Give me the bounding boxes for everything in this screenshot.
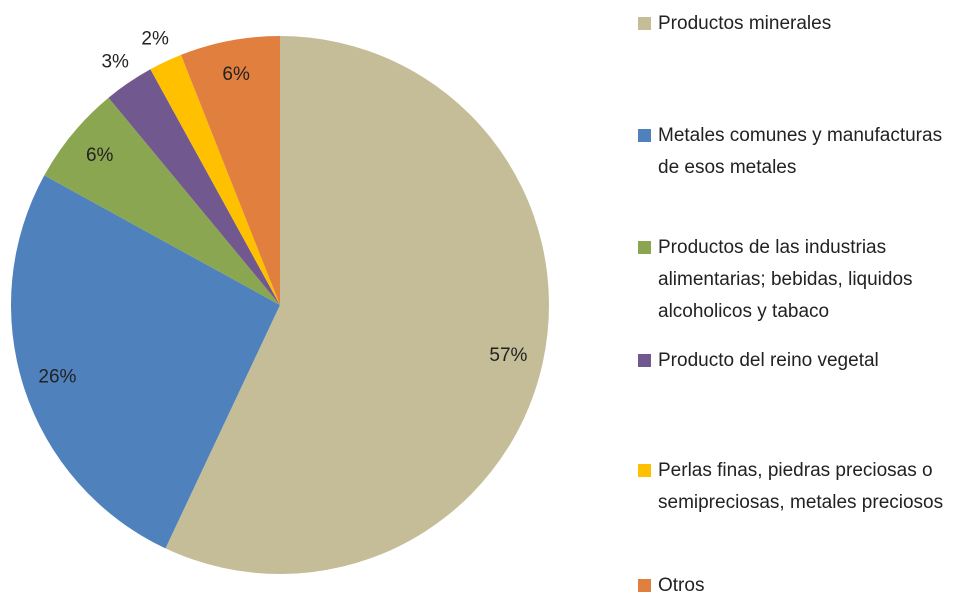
legend-label: Productos minerales <box>658 13 832 34</box>
legend-swatch <box>638 464 651 477</box>
pie-slice <box>10 175 280 549</box>
slice-label: 26% <box>38 366 76 387</box>
pie-slice <box>165 36 549 574</box>
legend-swatch <box>638 579 651 592</box>
pie-chart: 57% 26% 6% 3% 2% 6% <box>10 29 549 574</box>
pie-slice <box>150 54 280 306</box>
pie-slice <box>180 36 280 305</box>
legend-swatch <box>638 241 651 254</box>
legend-label: Productos de las industrias alimentarias… <box>658 237 913 322</box>
slice-label: 57% <box>489 345 527 366</box>
slice-label: 2% <box>141 29 169 50</box>
legend-item: Productos de las industrias alimentarias… <box>638 232 968 328</box>
slice-label: 6% <box>86 145 114 166</box>
legend-swatch <box>638 129 651 142</box>
slice-label: 6% <box>222 64 250 85</box>
legend-label: Perlas finas, piedras preciosas o semipr… <box>658 460 944 513</box>
slice-label: 3% <box>101 52 129 73</box>
legend-item: Productos minerales <box>638 8 968 40</box>
legend-swatch <box>638 17 651 30</box>
legend-label: Producto del reino vegetal <box>658 350 879 371</box>
legend-item: Metales comunes y manufacturas de esos m… <box>638 120 968 184</box>
legend-item: Otros <box>638 570 968 602</box>
pie-slice <box>108 69 280 306</box>
legend-item: Producto del reino vegetal <box>638 345 968 377</box>
legend-swatch <box>638 354 651 367</box>
pie-slice <box>44 97 281 306</box>
legend-label: Metales comunes y manufacturas de esos m… <box>658 125 943 178</box>
legend-item: Perlas finas, piedras preciosas o semipr… <box>638 455 968 519</box>
legend-label: Otros <box>658 575 705 596</box>
